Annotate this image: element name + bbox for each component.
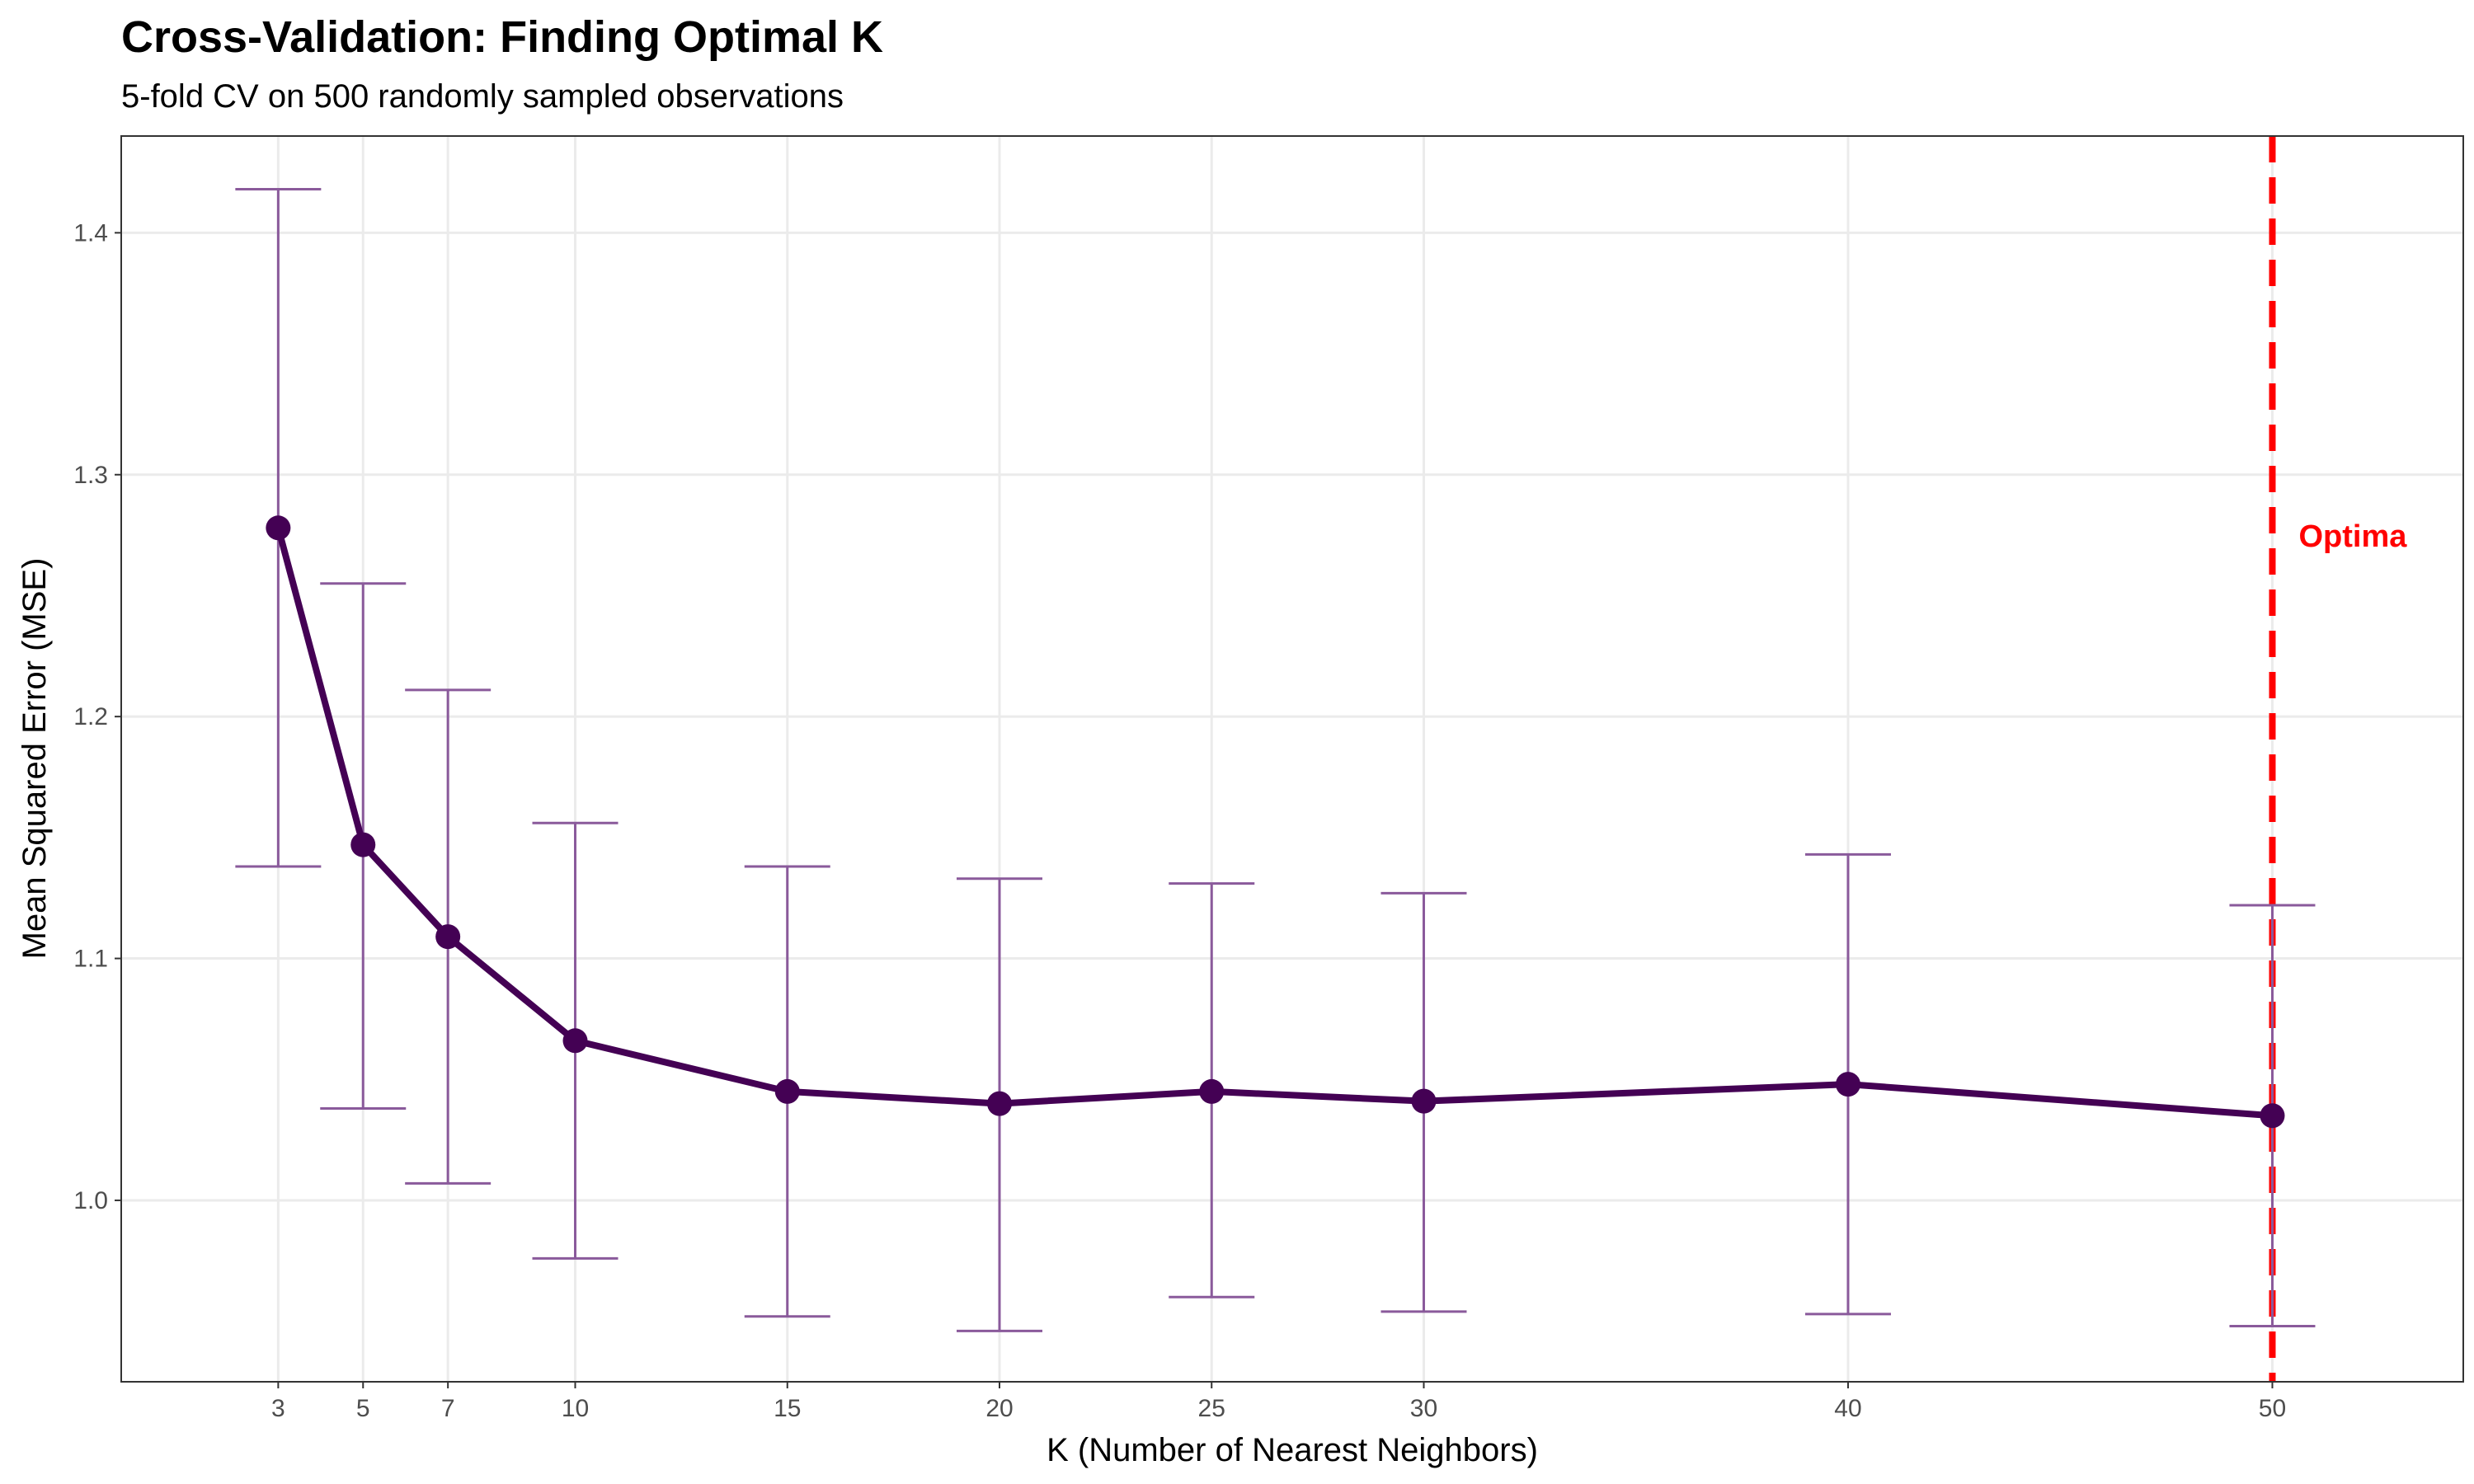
data-point [1199, 1078, 1225, 1104]
chart-title: Cross-Validation: Finding Optimal K [121, 12, 883, 62]
data-point [435, 924, 461, 950]
optimal-annotation: Optima [2298, 519, 2407, 554]
x-tick-label: 5 [356, 1395, 370, 1422]
x-tick-label: 7 [441, 1395, 455, 1422]
data-point [2260, 1103, 2285, 1129]
y-tick-label: 1.4 [73, 219, 108, 247]
y-axis: 1.0 1.1 1.2 1.3 1.4 [73, 219, 121, 1214]
x-tick-label: 3 [271, 1395, 285, 1422]
y-tick-label: 1.2 [73, 703, 108, 730]
x-tick-label: 30 [1410, 1395, 1437, 1422]
y-axis-title: Mean Squared Error (MSE) [16, 558, 53, 960]
x-tick-label: 20 [985, 1395, 1013, 1422]
chart-subtitle: 5-fold CV on 500 randomly sampled observ… [121, 78, 844, 115]
data-point [1411, 1088, 1437, 1114]
data-point [987, 1091, 1012, 1116]
x-tick-label: 25 [1198, 1395, 1225, 1422]
series-line [275, 524, 2276, 1120]
y-tick-label: 1.1 [73, 946, 108, 973]
data-point [350, 832, 376, 857]
series-points [266, 515, 2285, 1129]
data-point [266, 515, 291, 541]
x-tick-label: 10 [562, 1395, 589, 1422]
y-tick-label: 1.3 [73, 462, 108, 489]
y-tick-label: 1.0 [73, 1187, 108, 1214]
panel-border [120, 135, 2464, 1383]
x-tick-label: 15 [774, 1395, 801, 1422]
data-point [1835, 1072, 1860, 1097]
series-line-layer [275, 524, 2276, 1120]
x-axis: 3 5 7 10 15 20 25 30 40 50 [271, 1382, 2286, 1422]
annotation-layer: Optima [2298, 519, 2407, 554]
x-axis-title: K (Number of Nearest Neighbors) [1047, 1432, 1538, 1468]
error-bars [235, 188, 2316, 1332]
data-point [774, 1078, 800, 1104]
x-tick-label: 40 [1834, 1395, 1861, 1422]
x-tick-label: 50 [2259, 1395, 2286, 1422]
grid [121, 136, 2463, 1382]
data-point [562, 1028, 588, 1054]
